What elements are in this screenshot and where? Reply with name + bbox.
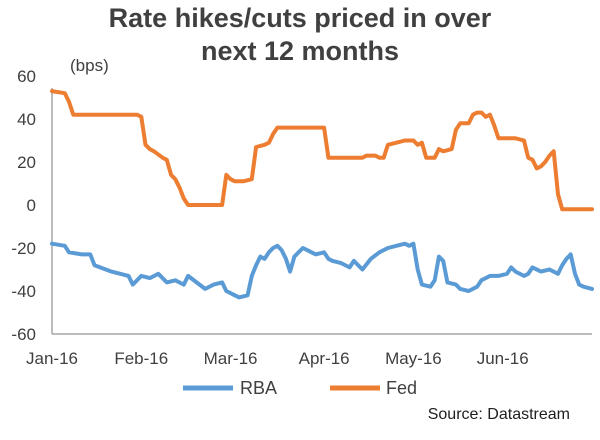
legend: RBA Fed [183,378,417,398]
legend-label-rba: RBA [240,378,277,398]
x-tick-label: Feb-16 [114,349,168,368]
chart-title: Rate hikes/cuts priced in over next 12 m… [0,2,600,68]
y-tick-labels: 60 40 20 0 -20 -40 -60 [11,67,36,344]
y-tick-label: -40 [11,282,36,301]
y-unit-label: (bps) [70,56,109,75]
y-tick-label: 20 [17,153,36,172]
y-tick-label: -60 [11,325,36,344]
axis-layer: (bps) [51,56,592,335]
legend-label-fed: Fed [386,378,417,398]
y-tick-label: 0 [27,196,36,215]
series-layer [50,89,594,300]
chart-title-line-2: next 12 months [200,36,400,66]
source-note: Source: Datastream [428,406,570,423]
series-line-rba [50,241,594,300]
y-tick-label: 60 [17,67,36,86]
x-tick-label: Jan-16 [26,349,78,368]
series-line-fed [50,89,594,212]
x-tick-label: Mar-16 [204,349,258,368]
x-tick-label: Jun-16 [477,349,529,368]
x-tick-label: Apr-16 [299,349,350,368]
x-tick-label: May-16 [385,349,442,368]
y-tick-label: -20 [11,239,36,258]
y-tick-label: 40 [17,110,36,129]
x-tick-labels: Jan-16 Feb-16 Mar-16 Apr-16 May-16 Jun-16 [26,349,529,368]
chart-title-line-1: Rate hikes/cuts priced in over [108,3,492,33]
